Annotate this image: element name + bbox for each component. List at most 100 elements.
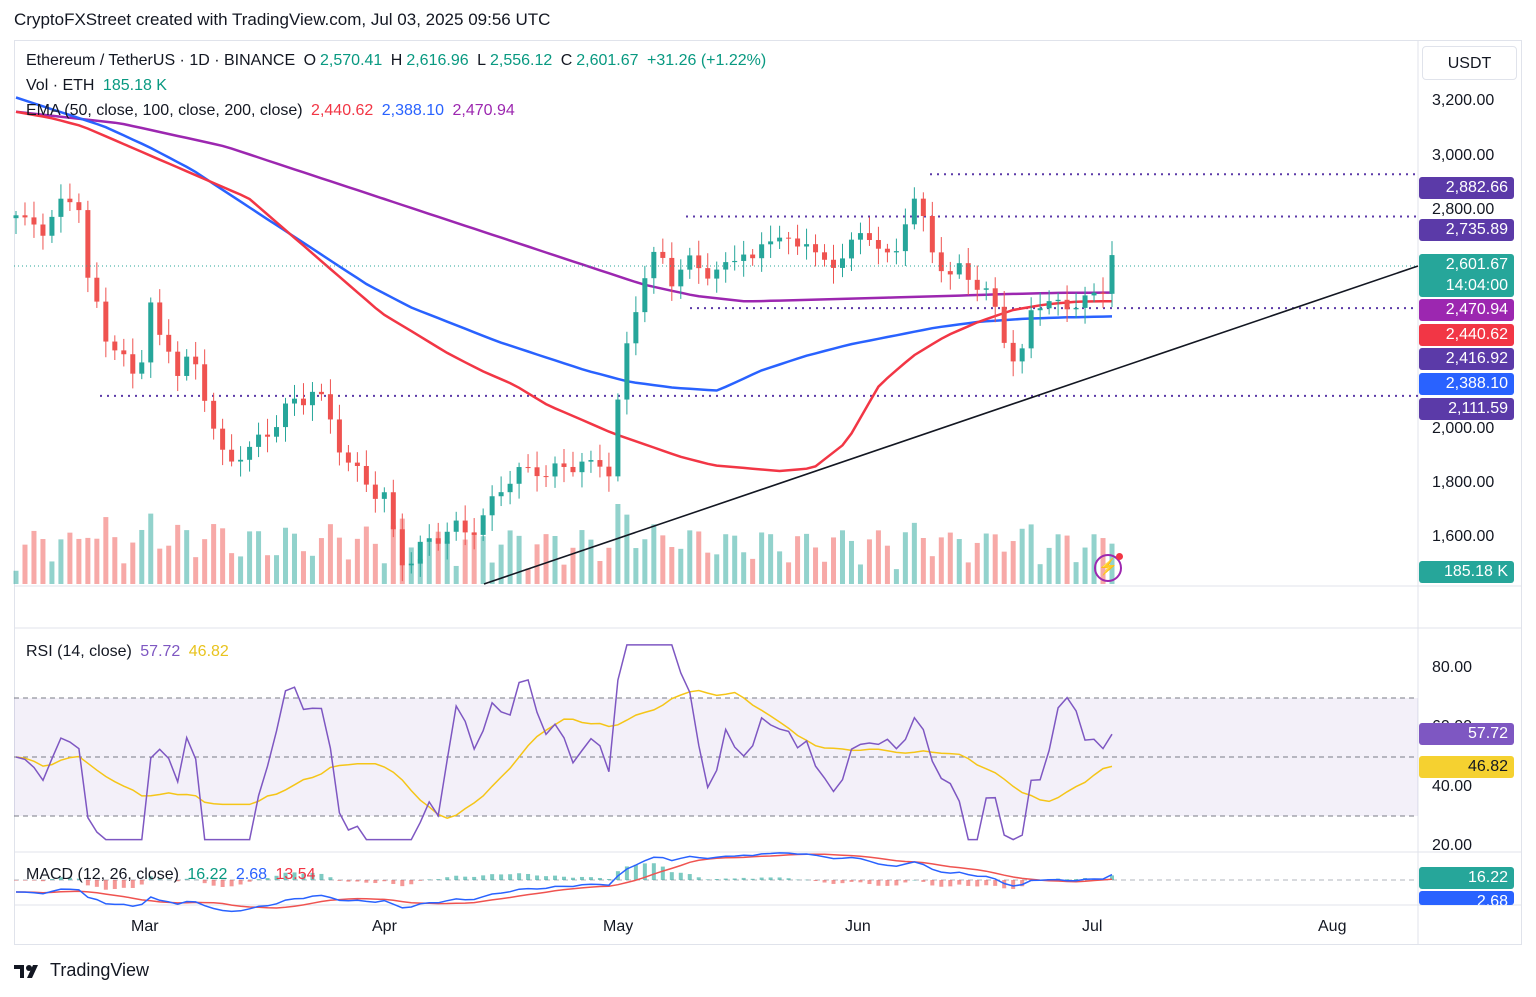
level-label-2735: 2,735.89 <box>1419 219 1514 241</box>
ema100-label: 2,388.10 <box>1419 373 1514 395</box>
macd-label[interactable]: MACD (12, 26, close) <box>26 866 179 883</box>
rsi-ma-value: 46.82 <box>188 643 229 660</box>
candle-body <box>1046 301 1052 309</box>
candle-body <box>822 252 828 260</box>
notification-dot <box>1116 553 1123 560</box>
candle-body <box>480 515 486 535</box>
volume-bar <box>534 544 540 584</box>
macd-hist-bar <box>732 878 737 880</box>
candle-body <box>768 241 774 245</box>
macd-hist-bar <box>903 880 908 883</box>
candle-body <box>291 398 297 404</box>
candle-body <box>265 434 271 437</box>
candle-body <box>669 257 675 287</box>
volume-bar <box>318 538 324 584</box>
macd-hist-bar <box>229 880 234 887</box>
volume-label[interactable]: Vol · ETH <box>26 77 95 94</box>
ema200-label: 2,470.94 <box>1419 299 1514 321</box>
volume-bar <box>390 525 396 584</box>
volume-bar <box>247 531 253 584</box>
x-tick: Apr <box>372 918 397 935</box>
macd-hist-bar <box>1011 880 1016 889</box>
candle-body <box>705 268 711 279</box>
macd-hist-bar <box>274 875 279 880</box>
macd-hist-bar <box>723 878 728 880</box>
ema-label[interactable]: EMA (50, close, 100, close, 200, close) <box>26 102 303 119</box>
candle-body <box>597 460 603 467</box>
macd-hist-bar <box>840 880 845 884</box>
candle-body <box>920 198 926 217</box>
candle-body <box>489 496 495 516</box>
macd-hist-bar <box>633 864 638 880</box>
price-tick: 2,000.00 <box>1432 420 1495 437</box>
volume-bar <box>750 558 756 584</box>
volume-bar <box>929 556 935 584</box>
macd-hist-bar <box>373 880 378 884</box>
footer-brand[interactable]: TradingView <box>14 960 149 981</box>
volume-bar <box>94 538 100 584</box>
level-label-2111: 2,111.59 <box>1419 398 1514 420</box>
candle-body <box>579 461 585 473</box>
candle-body <box>390 492 396 530</box>
price-tick: 3,000.00 <box>1432 147 1495 164</box>
candle-body <box>363 465 369 485</box>
volume-bar <box>256 531 262 584</box>
candle-body <box>561 463 567 467</box>
macd-hist-bar <box>265 878 270 880</box>
volume-bar <box>489 562 495 584</box>
macd-hist-bar <box>508 874 513 880</box>
rsi-label[interactable]: RSI (14, close) <box>26 643 132 660</box>
macd-hist-bar <box>894 880 899 886</box>
macd-hist-bar <box>660 866 665 880</box>
candle-body <box>67 198 73 203</box>
flash-icon[interactable]: ⚡ <box>1094 553 1123 582</box>
candle-body <box>723 262 729 270</box>
candle-body <box>462 520 468 533</box>
macd-hist-bar <box>517 873 522 880</box>
volume-bar <box>1037 564 1043 584</box>
macd-value-label: 16.22 <box>1419 867 1514 889</box>
volume-bar <box>983 533 989 584</box>
rsi-legend: RSI (14, close) 57.72 46.82 <box>26 643 233 661</box>
volume-bar <box>588 539 594 584</box>
volume-bar <box>579 530 585 584</box>
ema50-label: 2,440.62 <box>1419 324 1514 346</box>
volume-bar <box>193 557 199 584</box>
macd-hist-bar <box>984 880 989 886</box>
macd-hist-bar <box>696 877 701 880</box>
x-tick: May <box>603 918 634 935</box>
volume-bar <box>1010 541 1016 584</box>
candle-body <box>498 492 504 497</box>
candle-body <box>417 541 423 564</box>
macd-hist-bar <box>355 880 360 882</box>
volume-bar <box>444 541 450 584</box>
candle-body <box>247 446 253 460</box>
volume-bar <box>866 539 872 584</box>
macd-hist-bar <box>768 877 773 880</box>
macd-hist-bar <box>58 877 63 880</box>
macd-hist-bar <box>139 880 144 885</box>
volume-bar <box>965 562 971 584</box>
candle-body <box>651 251 657 279</box>
volume-bar <box>795 536 801 584</box>
candle-body <box>750 254 756 259</box>
volume-bar <box>822 561 828 584</box>
macd-hist-bar <box>400 880 405 887</box>
macd-hist-bar <box>418 880 423 881</box>
candle-body <box>453 520 459 532</box>
volume-bar <box>597 561 603 584</box>
currency-button[interactable]: USDT <box>1422 46 1517 80</box>
candle-body <box>848 239 854 259</box>
candle-body <box>22 215 28 218</box>
price-tick: 2,800.00 <box>1432 201 1495 218</box>
symbol-label[interactable]: Ethereum / TetherUS · 1D · BINANCE <box>26 52 296 69</box>
macd-value: 16.22 <box>187 866 228 883</box>
macd-hist-bar <box>202 880 207 884</box>
volume-bar <box>336 537 342 584</box>
volume-bar <box>669 547 675 584</box>
candle-body <box>345 452 351 463</box>
volume-bar <box>902 532 908 584</box>
candle-body <box>211 400 217 429</box>
macd-hist-bar <box>310 872 315 880</box>
